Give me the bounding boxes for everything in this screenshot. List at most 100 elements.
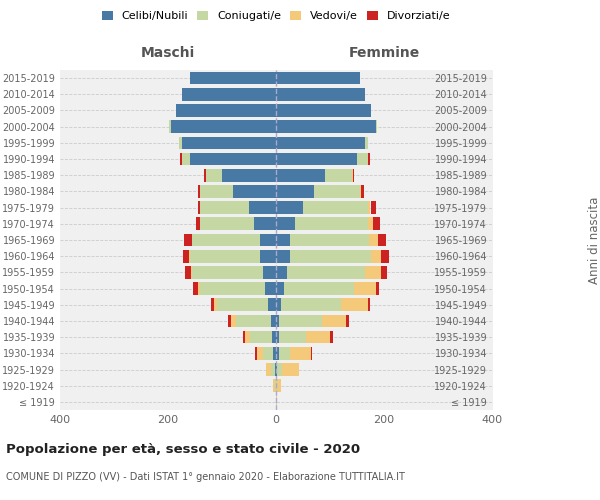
Bar	[360, 185, 361, 198]
Bar	[250, 331, 272, 344]
Bar	[274, 380, 275, 392]
Bar	[254, 218, 276, 230]
Bar	[198, 185, 200, 198]
Bar	[198, 202, 200, 214]
Bar	[190, 250, 260, 262]
Bar	[193, 266, 263, 278]
Bar	[266, 363, 271, 376]
Bar	[229, 314, 231, 328]
Bar	[368, 152, 370, 166]
Bar	[188, 250, 190, 262]
Bar	[204, 169, 206, 181]
Bar	[352, 169, 353, 181]
Bar	[271, 314, 276, 328]
Bar	[193, 282, 198, 295]
Text: Maschi: Maschi	[141, 46, 195, 60]
Bar	[276, 185, 314, 198]
Bar	[325, 169, 352, 181]
Bar	[357, 152, 368, 166]
Bar	[276, 218, 295, 230]
Text: Anni di nascita: Anni di nascita	[587, 196, 600, 284]
Bar	[242, 331, 245, 344]
Bar	[373, 218, 380, 230]
Bar	[346, 314, 349, 328]
Bar	[303, 202, 368, 214]
Bar	[171, 120, 276, 133]
Bar	[181, 152, 182, 166]
Bar	[200, 185, 233, 198]
Bar	[206, 169, 222, 181]
Bar	[169, 120, 171, 133]
Bar	[275, 363, 276, 376]
Bar	[268, 298, 276, 311]
Bar	[368, 202, 370, 214]
Bar	[290, 347, 311, 360]
Bar	[236, 314, 271, 328]
Text: Femmine: Femmine	[349, 46, 419, 60]
Bar	[276, 347, 278, 360]
Bar	[276, 152, 357, 166]
Bar	[330, 331, 332, 344]
Bar	[276, 282, 284, 295]
Bar	[354, 282, 376, 295]
Bar	[272, 331, 276, 344]
Bar	[277, 363, 283, 376]
Bar	[276, 88, 365, 101]
Bar	[249, 202, 276, 214]
Bar	[276, 314, 278, 328]
Bar	[276, 266, 287, 278]
Bar	[198, 282, 200, 295]
Bar	[190, 72, 276, 85]
Bar	[183, 250, 188, 262]
Bar	[211, 298, 214, 311]
Bar	[368, 218, 373, 230]
Bar	[341, 298, 368, 311]
Bar	[276, 363, 277, 376]
Bar	[265, 282, 276, 295]
Bar	[256, 347, 257, 360]
Bar	[182, 88, 276, 101]
Bar	[361, 185, 364, 198]
Bar	[176, 104, 276, 117]
Bar	[276, 104, 371, 117]
Bar	[365, 266, 382, 278]
Bar	[276, 331, 278, 344]
Bar	[276, 250, 290, 262]
Text: Popolazione per età, sesso e stato civile - 2020: Popolazione per età, sesso e stato civil…	[6, 442, 360, 456]
Bar	[370, 234, 377, 246]
Bar	[276, 380, 277, 392]
Bar	[353, 169, 354, 181]
Bar	[184, 234, 192, 246]
Bar	[217, 298, 268, 311]
Bar	[260, 250, 276, 262]
Text: COMUNE DI PIZZO (VV) - Dati ISTAT 1° gennaio 2020 - Elaborazione TUTTITALIA.IT: COMUNE DI PIZZO (VV) - Dati ISTAT 1° gen…	[6, 472, 405, 482]
Bar	[376, 282, 379, 295]
Bar	[278, 314, 322, 328]
Bar	[245, 331, 250, 344]
Bar	[263, 266, 276, 278]
Bar	[382, 266, 386, 278]
Bar	[275, 380, 276, 392]
Bar	[214, 298, 217, 311]
Bar	[231, 314, 235, 328]
Bar	[193, 234, 260, 246]
Bar	[371, 250, 382, 262]
Bar	[196, 218, 200, 230]
Bar	[276, 234, 290, 246]
Bar	[276, 298, 281, 311]
Bar	[311, 347, 312, 360]
Bar	[200, 202, 249, 214]
Bar	[371, 202, 376, 214]
Bar	[376, 120, 377, 133]
Bar	[182, 152, 190, 166]
Bar	[276, 120, 376, 133]
Bar	[276, 72, 360, 85]
Bar	[290, 234, 370, 246]
Bar	[277, 380, 281, 392]
Bar	[306, 331, 330, 344]
Bar	[382, 250, 389, 262]
Bar	[276, 136, 365, 149]
Bar	[190, 152, 276, 166]
Bar	[191, 266, 193, 278]
Bar	[283, 363, 299, 376]
